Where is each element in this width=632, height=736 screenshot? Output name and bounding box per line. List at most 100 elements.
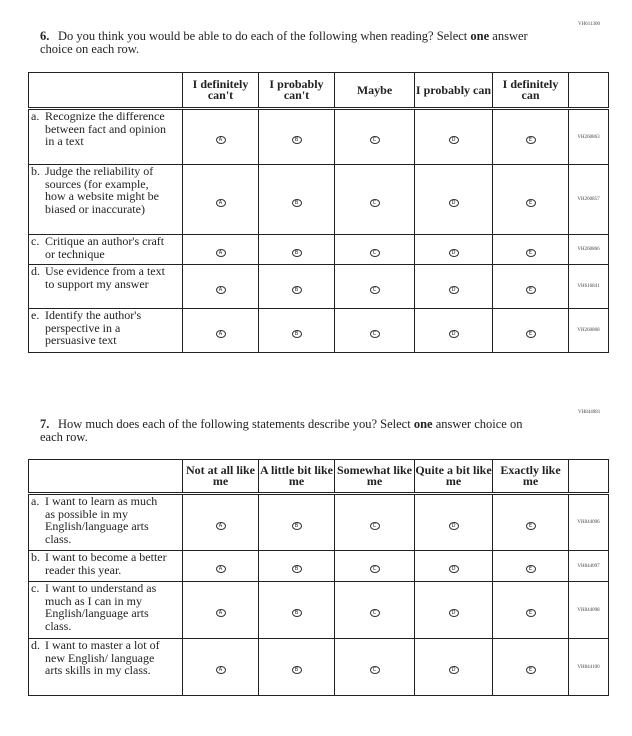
answer-bubble-c[interactable]: C	[369, 248, 380, 257]
answer-bubble-a[interactable]: A	[215, 666, 226, 674]
answer-bubble-a[interactable]: A	[215, 329, 226, 338]
answer-bubble-a[interactable]: A	[215, 136, 226, 144]
row-text: I want to understand as much as I can in…	[45, 581, 157, 633]
answer-bubble-c[interactable]: C	[369, 198, 380, 207]
row-text: I want to master a lot of new English/ l…	[45, 638, 160, 677]
answer-cell[interactable]: C	[334, 264, 415, 309]
answer-bubble-b[interactable]: B	[291, 248, 302, 257]
answer-bubble-b[interactable]: B	[291, 285, 302, 294]
row-letter: a.	[31, 494, 40, 508]
answer-cell[interactable]: E	[492, 264, 569, 309]
answer-cell[interactable]: D	[414, 164, 493, 235]
answer-bubble-d[interactable]: D	[448, 609, 459, 617]
answer-bubble-c[interactable]: C	[369, 136, 380, 144]
answer-bubble-c[interactable]: C	[369, 609, 380, 617]
answer-bubble-a[interactable]: A	[215, 198, 226, 207]
question-emphasis: one	[413, 417, 433, 431]
answer-cell[interactable]: A	[182, 264, 259, 309]
answer-cell[interactable]: E	[492, 581, 569, 639]
answer-cell[interactable]: D	[414, 581, 493, 639]
answer-bubble-e[interactable]: E	[525, 565, 536, 573]
answer-cell[interactable]: E	[492, 108, 569, 165]
answer-bubble-b[interactable]: B	[291, 565, 302, 573]
answer-bubble-a[interactable]: A	[215, 521, 226, 530]
answer-bubble-c[interactable]: C	[369, 329, 380, 338]
answer-bubble-e[interactable]: E	[525, 136, 536, 144]
answer-cell[interactable]: B	[258, 234, 335, 265]
answer-cell[interactable]: A	[182, 550, 259, 582]
answer-bubble-e[interactable]: E	[525, 521, 536, 530]
answer-cell[interactable]: E	[492, 493, 569, 551]
answer-bubble-e[interactable]: E	[525, 198, 536, 207]
answer-cell[interactable]: C	[334, 638, 415, 696]
answer-cell[interactable]: D	[414, 264, 493, 309]
answer-bubble-b[interactable]: B	[291, 136, 302, 144]
answer-cell[interactable]: E	[492, 164, 569, 235]
answer-bubble-d[interactable]: D	[448, 248, 459, 257]
answer-bubble-d[interactable]: D	[448, 136, 459, 144]
answer-cell[interactable]: B	[258, 493, 335, 551]
q7-grid: Not at all like me A little bit like me So…	[28, 459, 609, 696]
row-text: Critique an author's craft or technique	[45, 234, 165, 261]
question-text-end: answer choice on each row.	[40, 417, 523, 444]
answer-cell[interactable]: D	[414, 638, 493, 696]
answer-bubble-e[interactable]: E	[525, 285, 536, 294]
answer-cell[interactable]: A	[182, 234, 259, 265]
answer-cell[interactable]: C	[334, 108, 415, 165]
table-row: c. Critique an author's craft or techniqu…	[28, 234, 609, 265]
answer-bubble-c[interactable]: C	[369, 666, 380, 674]
answer-cell[interactable]: D	[414, 493, 493, 551]
answer-cell[interactable]: A	[182, 493, 259, 551]
answer-bubble-d[interactable]: D	[448, 565, 459, 573]
answer-cell[interactable]: C	[334, 164, 415, 235]
answer-cell[interactable]: D	[414, 308, 493, 353]
answer-cell[interactable]: D	[414, 550, 493, 582]
answer-cell[interactable]: E	[492, 550, 569, 582]
answer-bubble-b[interactable]: B	[291, 521, 302, 530]
answer-bubble-d[interactable]: D	[448, 666, 459, 674]
answer-cell[interactable]: C	[334, 234, 415, 265]
answer-cell[interactable]: B	[258, 108, 335, 165]
answer-bubble-b[interactable]: B	[291, 609, 302, 617]
answer-bubble-e[interactable]: E	[525, 248, 536, 257]
answer-cell[interactable]: C	[334, 308, 415, 353]
answer-cell[interactable]: D	[414, 234, 493, 265]
answer-bubble-e[interactable]: E	[525, 666, 536, 674]
answer-cell[interactable]: B	[258, 308, 335, 353]
answer-bubble-c[interactable]: C	[369, 285, 380, 294]
answer-bubble-b[interactable]: B	[291, 198, 302, 207]
answer-bubble-a[interactable]: A	[215, 609, 226, 617]
answer-bubble-d[interactable]: D	[448, 198, 459, 207]
answer-cell[interactable]: D	[414, 108, 493, 165]
answer-bubble-c[interactable]: C	[369, 521, 380, 530]
answer-bubble-b[interactable]: B	[291, 666, 302, 674]
answer-cell[interactable]: A	[182, 164, 259, 235]
row-item-code: VH844096	[568, 493, 609, 551]
answer-cell[interactable]: C	[334, 550, 415, 582]
answer-bubble-a[interactable]: A	[215, 565, 226, 573]
answer-cell[interactable]: B	[258, 581, 335, 639]
answer-bubble-d[interactable]: D	[448, 329, 459, 338]
answer-cell[interactable]: C	[334, 493, 415, 551]
answer-bubble-b[interactable]: B	[291, 329, 302, 338]
answer-cell[interactable]: B	[258, 550, 335, 582]
answer-cell[interactable]: A	[182, 108, 259, 165]
answer-bubble-a[interactable]: A	[215, 248, 226, 257]
answer-bubble-e[interactable]: E	[525, 329, 536, 338]
answer-bubble-e[interactable]: E	[525, 609, 536, 617]
answer-bubble-d[interactable]: D	[448, 285, 459, 294]
answer-cell[interactable]: A	[182, 308, 259, 353]
answer-bubble-a[interactable]: A	[215, 285, 226, 294]
answer-cell[interactable]: C	[334, 581, 415, 639]
answer-cell[interactable]: E	[492, 308, 569, 353]
row-label: a. Recognize the difference between fact …	[28, 108, 183, 165]
answer-cell[interactable]: B	[258, 638, 335, 696]
answer-cell[interactable]: B	[258, 164, 335, 235]
answer-bubble-d[interactable]: D	[448, 521, 459, 530]
answer-bubble-c[interactable]: C	[369, 565, 380, 573]
answer-cell[interactable]: E	[492, 638, 569, 696]
answer-cell[interactable]: B	[258, 264, 335, 309]
answer-cell[interactable]: A	[182, 581, 259, 639]
answer-cell[interactable]: A	[182, 638, 259, 696]
answer-cell[interactable]: E	[492, 234, 569, 265]
